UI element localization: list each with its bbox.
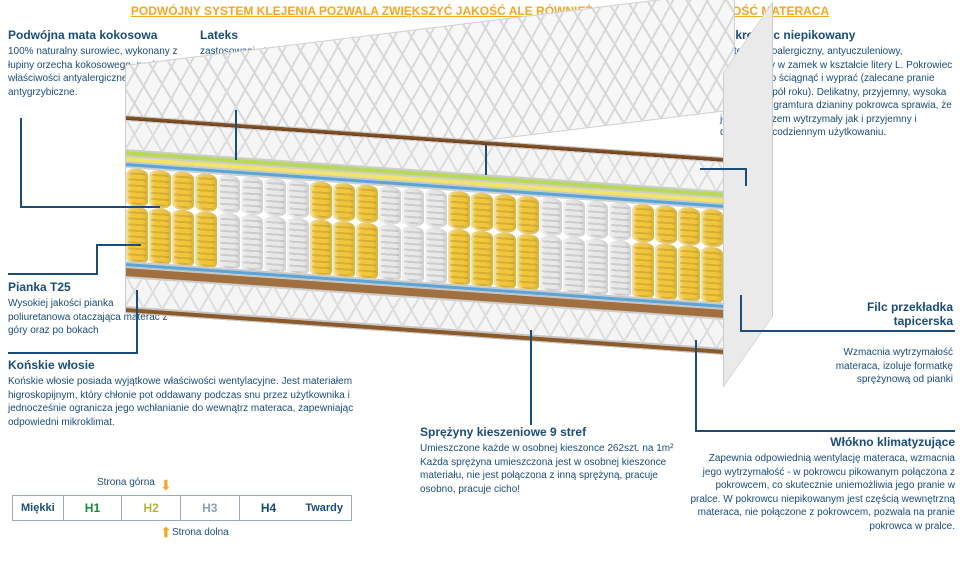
wlosie-title: Końskie włosie [8, 358, 398, 372]
firmness-scale: Strona górna ⬇ Miękki H1 H2 H3 H4 Twardy… [12, 495, 352, 521]
callout-filc: Filc przekładka tapicerska Wzmacnia wytr… [808, 300, 953, 387]
leader [695, 430, 955, 432]
leader [745, 168, 747, 186]
scale-right-label: Twardy [297, 502, 351, 514]
scale-left-label: Miękki [13, 502, 63, 514]
leader [136, 290, 138, 354]
arrow-down-icon: ⬇ [160, 477, 172, 494]
leader [530, 330, 532, 425]
wlosie-body: Końskie włosie posiada wyjątkowe właściw… [8, 375, 398, 429]
scale-bottom-label: Strona dolna [172, 527, 229, 538]
leader [96, 244, 98, 275]
leader [695, 340, 697, 432]
leader [485, 145, 487, 175]
callout-wlokno: Włókno klimatyzujące Zapewnia odpowiedni… [690, 435, 955, 533]
kokos-title: Podwójna mata kokosowa [8, 28, 178, 42]
wlokno-title: Włókno klimatyzujące [690, 435, 955, 449]
scale-cell: H1 [63, 496, 122, 520]
leader [740, 330, 955, 332]
leader [740, 295, 742, 332]
callout-sprezyny: Sprężyny kieszeniowe 9 stref Umieszczone… [420, 425, 675, 496]
leader [8, 273, 98, 275]
mattress-diagram [125, 65, 735, 345]
scale-cell: H3 [180, 496, 239, 520]
leader [8, 352, 138, 354]
scale-cell: H2 [121, 496, 180, 520]
scale-top-label: Strona górna [97, 477, 155, 488]
callout-wlosie: Końskie włosie Końskie włosie posiada wy… [8, 358, 398, 429]
leader [20, 118, 22, 208]
scale-cell: H4 [239, 496, 298, 520]
leader [700, 168, 747, 170]
leader [235, 110, 237, 160]
leader [96, 244, 141, 246]
sprezyny-body: Umieszczone każde w osobnej kieszonce 26… [420, 442, 675, 496]
sprezyny-title: Sprężyny kieszeniowe 9 stref [420, 425, 675, 439]
arrow-up-icon: ⬇ [160, 523, 172, 540]
filc-title: Filc przekładka tapicerska [808, 300, 953, 328]
wlokno-body: Zapewnia odpowiednią wentylację materaca… [690, 452, 955, 533]
filc-body: Wzmacnia wytrzymałość materaca, izoluje … [808, 346, 953, 387]
leader [20, 206, 160, 208]
